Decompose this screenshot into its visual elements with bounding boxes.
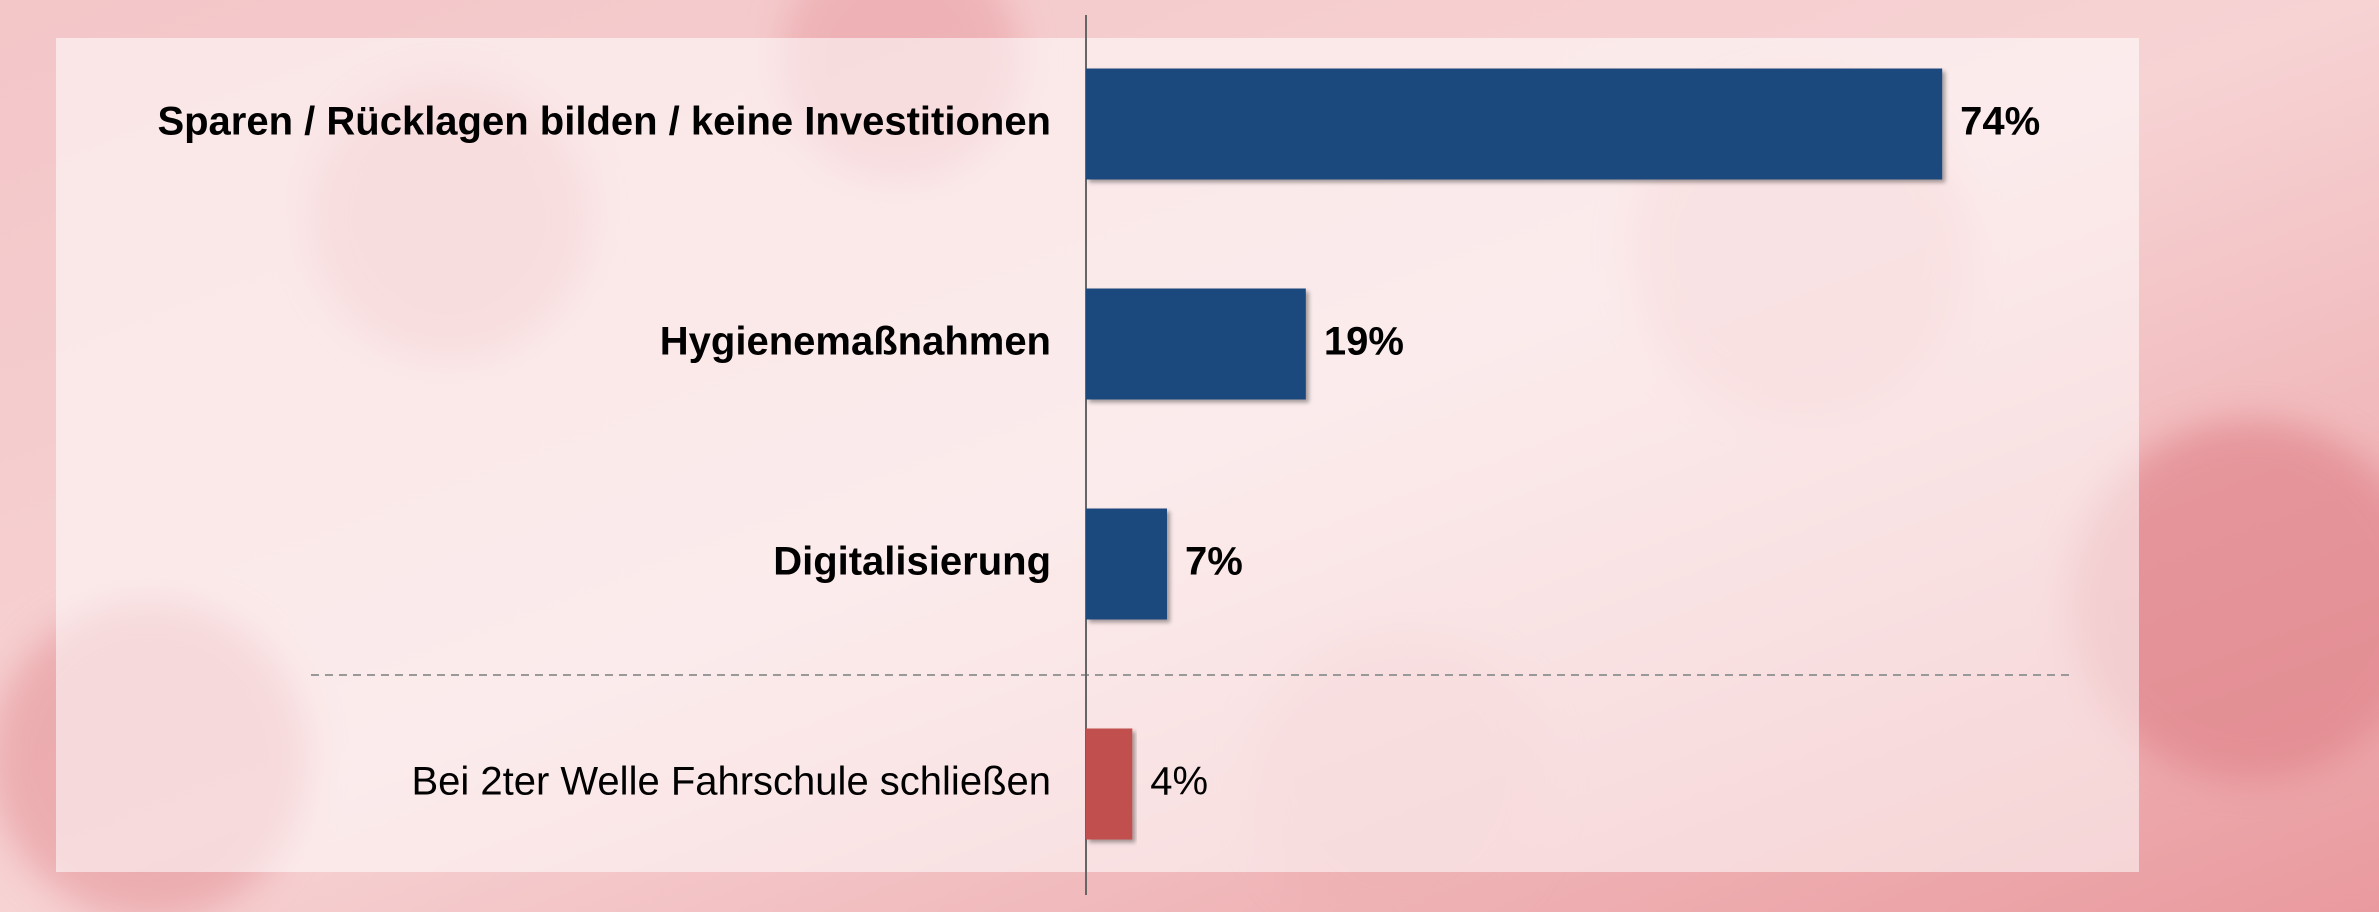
bar [1086,288,1306,400]
bar [1086,508,1167,620]
category-label: Digitalisierung [773,540,1051,584]
value-label: 4% [1150,760,1208,804]
value-label: 7% [1185,540,1243,584]
category-label: Bei 2ter Welle Fahrschule schließen [411,760,1051,804]
category-label: Sparen / Rücklagen bilden / keine Invest… [157,100,1051,144]
bar [1086,68,1943,180]
bar [1086,728,1133,840]
value-label: 74% [1960,100,2040,144]
category-label: Hygienemaßnahmen [660,320,1051,364]
value-label: 19% [1324,320,1404,364]
